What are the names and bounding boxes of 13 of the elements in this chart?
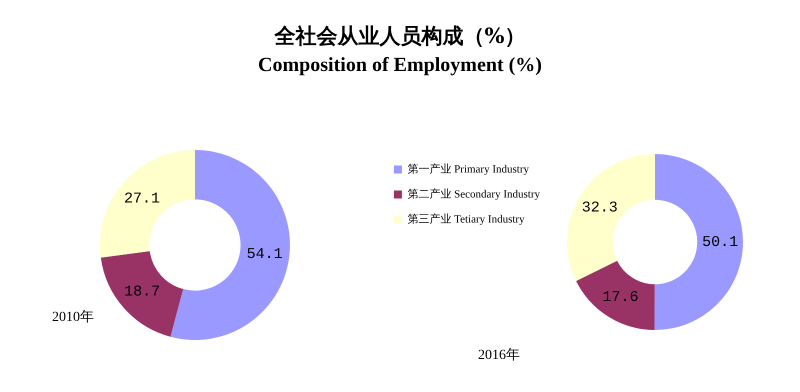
data-label: 17.6 [602, 289, 638, 306]
data-label: 27.1 [124, 190, 160, 208]
data-label: 18.7 [124, 283, 160, 300]
legend-label: 第二产业 Secondary Industry [407, 187, 540, 200]
data-label: 54.1 [246, 246, 283, 264]
chart-title: 全社会从业人员构成（%） [273, 22, 526, 50]
legend-label: 第三产业 Tetiary Industry [407, 212, 526, 226]
data-label: 50.1 [702, 234, 738, 252]
legend-label: 第一产业 Primary Industry [407, 162, 530, 176]
text: 2010年 [52, 308, 94, 326]
data-label: 32.3 [582, 200, 618, 217]
chart-subtitle: Composition of Employment (%) [257, 54, 543, 77]
text: 2016年 [478, 346, 520, 364]
